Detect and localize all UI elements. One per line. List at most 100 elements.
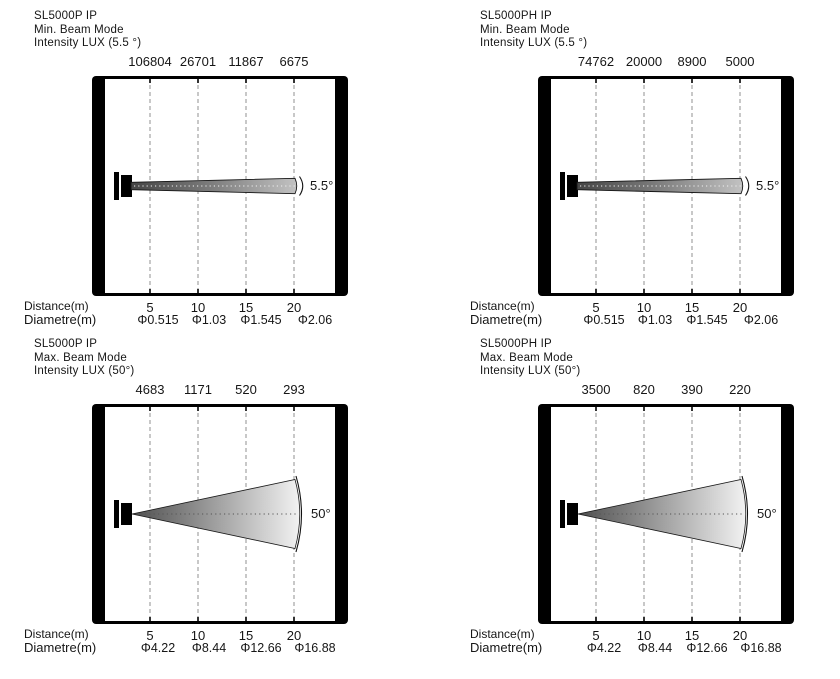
distance-value: 15 [238, 628, 254, 643]
diameter-value: Φ4.22 [140, 641, 176, 655]
diameter-axis-label: Diametre(m) [24, 312, 97, 327]
intensity-value: 8900 [677, 54, 707, 69]
beam-mode-label: Max. Beam Mode [480, 351, 573, 364]
intensity-unit-label: Intensity LUX (50°) [480, 365, 581, 377]
fixture-icon [114, 500, 132, 528]
left-wall [92, 76, 105, 296]
grid-ticks [149, 404, 295, 624]
beam-mode-label: Min. Beam Mode [480, 23, 570, 36]
left-wall [92, 404, 105, 624]
intensity-value: 520 [235, 382, 257, 397]
intensity-value: 1171 [184, 382, 212, 397]
beam-chamber: 5.5° [538, 76, 794, 296]
beam-mode-label: Max. Beam Mode [34, 351, 127, 364]
distance-value: 15 [238, 300, 254, 315]
angle-label: 50° [757, 506, 777, 521]
model-name: SL5000P IP [34, 10, 98, 22]
model-name: SL5000PH IP [480, 338, 552, 350]
diameter-value: Φ8.44 [191, 641, 227, 655]
diameter-value: Φ16.88 [740, 641, 782, 655]
distance-value: 5 [146, 628, 154, 643]
angle-label: 5.5° [310, 178, 333, 193]
intensity-value: 390 [681, 382, 703, 397]
beam-drawing: 50° [560, 404, 777, 624]
grid-ticks [595, 404, 741, 624]
diameter-axis-label: Diametre(m) [470, 312, 543, 327]
distance-value: 20 [286, 628, 302, 643]
chamber-bottom-border [547, 621, 785, 624]
grid-ticks [149, 76, 295, 296]
model-name: SL5000PH IP [480, 10, 552, 22]
distance-value: 10 [190, 300, 206, 315]
diagram-title: SL5000PH IP Max. Beam Mode Intensity LUX… [480, 338, 580, 379]
distance-value: 20 [732, 300, 748, 315]
diameter-value: Φ1.545 [240, 313, 282, 327]
distance-value: 10 [636, 300, 652, 315]
intensity-value: 106804 [128, 54, 172, 69]
angle-label: 50° [311, 506, 331, 521]
beam-drawing: 50° [114, 404, 331, 624]
distance-value: 20 [286, 300, 302, 315]
intensity-value: 20000 [625, 54, 663, 69]
left-wall [538, 76, 551, 296]
distance-value: 5 [146, 300, 154, 315]
intensity-value: 6675 [279, 54, 309, 69]
intensity-value: 74762 [577, 54, 615, 69]
distance-axis-label: Distance(m) [24, 627, 89, 641]
intensity-value: 5000 [725, 54, 755, 69]
diameter-value: Φ16.88 [294, 641, 336, 655]
beam-diagram-sl5000p-max: SL5000P IP Max. Beam Mode Intensity LUX … [18, 338, 368, 668]
diameter-axis-label: Diametre(m) [470, 640, 543, 655]
intensity-unit-label: Intensity LUX (5.5 °) [34, 37, 142, 49]
beam-chamber: 5.5° [92, 76, 348, 296]
diameter-value: Φ1.545 [686, 313, 728, 327]
intensity-value: 293 [283, 382, 305, 397]
diagram-title: SL5000P IP Min. Beam Mode Intensity LUX … [34, 10, 141, 51]
right-wall [335, 76, 348, 296]
angle-bracket [295, 475, 302, 553]
fixture-icon [560, 172, 578, 200]
intensity-unit-label: Intensity LUX (5.5 °) [480, 37, 588, 49]
diameter-value: Φ4.22 [586, 641, 622, 655]
diagram-title: SL5000PH IP Min. Beam Mode Intensity LUX… [480, 10, 587, 51]
distance-value: 20 [732, 628, 748, 643]
chamber-bottom-border [101, 293, 339, 296]
intensity-value: 4683 [135, 382, 165, 397]
right-wall [781, 404, 794, 624]
beam-drawing: 5.5° [114, 76, 333, 296]
chamber-top-border [547, 76, 785, 79]
diameter-value: Φ0.515 [583, 313, 625, 327]
distance-value: 15 [684, 628, 700, 643]
angle-bracket [741, 475, 748, 553]
angle-bracket [745, 176, 750, 196]
diameter-value: Φ2.06 [297, 313, 333, 327]
angle-label: 5.5° [756, 178, 779, 193]
diameter-value: Φ2.06 [743, 313, 779, 327]
beam-chamber: 50° [538, 404, 794, 624]
diameter-value: Φ1.03 [637, 313, 673, 327]
distance-value: 15 [684, 300, 700, 315]
distance-value: 5 [592, 628, 600, 643]
chamber-bottom-border [101, 621, 339, 624]
chamber-top-border [101, 76, 339, 79]
angle-bracket [299, 176, 304, 196]
distance-axis-label: Distance(m) [470, 299, 535, 313]
fixture-icon [114, 172, 132, 200]
diameter-value: Φ0.515 [137, 313, 179, 327]
chamber-top-border [101, 404, 339, 407]
distance-value: 10 [636, 628, 652, 643]
chamber-bottom-border [547, 293, 785, 296]
distance-axis-label: Distance(m) [24, 299, 89, 313]
intensity-value: 11867 [228, 54, 264, 69]
diameter-value: Φ12.66 [686, 641, 728, 655]
model-name: SL5000P IP [34, 338, 98, 350]
beam-drawing: 5.5° [560, 76, 779, 296]
beam-diagram-sl5000ph-min: SL5000PH IP Min. Beam Mode Intensity LUX… [464, 10, 814, 340]
intensity-value: 3500 [581, 382, 611, 397]
intensity-value: 26701 [179, 54, 217, 69]
intensity-value: 220 [729, 382, 751, 397]
chamber-top-border [547, 404, 785, 407]
beam-mode-label: Min. Beam Mode [34, 23, 124, 36]
intensity-value: 820 [633, 382, 655, 397]
